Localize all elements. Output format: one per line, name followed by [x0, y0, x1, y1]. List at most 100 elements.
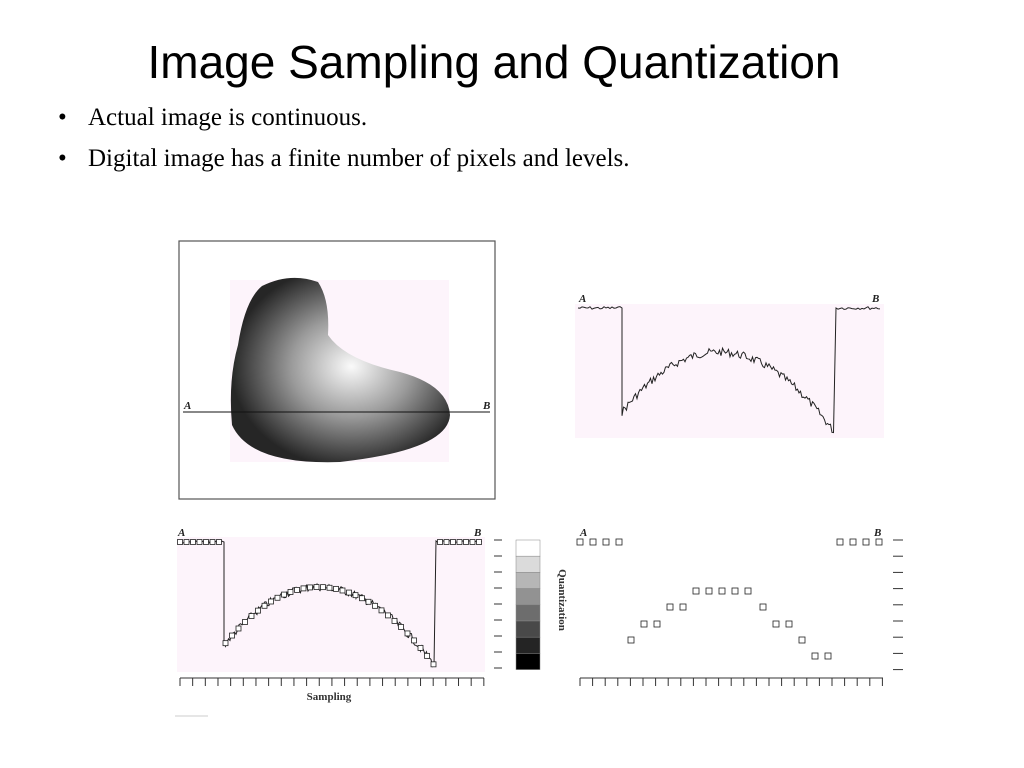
sample — [333, 585, 339, 592]
gray-scale — [515, 539, 541, 670]
sample — [281, 591, 287, 598]
quantized-sample — [666, 603, 674, 611]
quantization-label: Quantization — [556, 569, 568, 631]
sample — [450, 539, 456, 545]
gray-level — [515, 539, 541, 557]
sample — [242, 619, 248, 625]
sample — [248, 613, 255, 619]
gray-level — [515, 620, 541, 638]
sample — [411, 637, 417, 644]
label-b: B — [871, 293, 879, 305]
ticks — [179, 539, 502, 686]
sample — [352, 592, 359, 599]
sample — [209, 539, 216, 545]
sample — [177, 539, 183, 545]
label-a: A — [579, 527, 587, 539]
label-a: A — [177, 527, 185, 539]
bullet-text: Digital image has a finite number of pix… — [88, 145, 630, 172]
sample — [274, 594, 281, 601]
sample — [398, 624, 404, 630]
quantized-sample — [602, 538, 610, 546]
ticks — [579, 539, 903, 686]
slide-title: Image Sampling and Quantization — [148, 36, 841, 88]
intensity-profile — [577, 306, 881, 434]
sample — [307, 584, 313, 591]
quantized-sample — [798, 636, 806, 644]
label-a: A — [183, 400, 191, 412]
sample — [229, 632, 235, 639]
sample — [300, 585, 307, 592]
sample — [385, 612, 391, 619]
quantized-sample — [875, 538, 883, 546]
sample — [183, 539, 190, 545]
quantized-sample — [718, 587, 726, 595]
quantized-sample — [862, 538, 870, 546]
quantized-samples — [576, 538, 883, 660]
profile-background — [575, 304, 884, 438]
sample — [430, 661, 437, 668]
sample — [476, 539, 482, 545]
quantized-sample — [744, 587, 752, 595]
gray-level — [515, 555, 541, 573]
sample — [196, 539, 203, 545]
sampling-label: Sampling — [307, 691, 352, 703]
sample — [339, 587, 346, 594]
gray-level — [515, 636, 541, 654]
quantized-sample — [627, 636, 635, 644]
quantized-sample — [731, 587, 739, 595]
sample — [261, 602, 268, 609]
sample — [404, 630, 411, 637]
sample — [203, 539, 209, 545]
sample — [216, 539, 222, 545]
continuous-image — [230, 277, 450, 463]
quantized-sample — [811, 652, 819, 660]
sample — [346, 589, 352, 596]
sampled-background — [177, 537, 485, 672]
sample — [190, 539, 196, 545]
gray-level — [515, 604, 541, 622]
sample — [313, 584, 320, 590]
quantized-sample — [679, 603, 687, 611]
sample — [222, 640, 229, 647]
quantized-sample — [692, 587, 700, 595]
bullet-text: Actual image is continuous. — [88, 104, 367, 131]
sample — [417, 645, 424, 651]
sample — [287, 589, 294, 595]
sample — [320, 584, 326, 591]
bullet-dot: • — [58, 104, 67, 131]
quantized-sample — [576, 538, 584, 546]
bullet-dot: • — [58, 145, 67, 172]
quantized-sample — [836, 538, 844, 546]
sample — [372, 602, 378, 609]
quantized-sample — [772, 620, 780, 628]
sample — [255, 607, 261, 614]
label-b: B — [482, 400, 490, 412]
sample — [424, 652, 430, 659]
sample — [463, 539, 469, 545]
sample — [359, 595, 365, 602]
gray-level — [515, 588, 541, 606]
quantized-sample — [824, 652, 832, 660]
quantized-sample — [615, 538, 623, 546]
quantized-sample — [785, 620, 793, 628]
samples — [177, 539, 482, 668]
sample — [437, 539, 443, 545]
gray-level — [515, 653, 541, 670]
gray-level — [515, 572, 541, 589]
sample — [456, 539, 463, 545]
sample — [326, 584, 333, 591]
sample — [294, 586, 300, 593]
sample — [391, 618, 398, 624]
sample — [443, 539, 450, 545]
quantized-sample — [653, 620, 661, 628]
label-b: B — [873, 527, 881, 539]
quantized-sample — [849, 538, 857, 546]
quantized-sample — [759, 603, 767, 611]
quantized-sample — [589, 538, 597, 546]
sample — [378, 607, 385, 614]
sample — [268, 598, 274, 605]
quantized-sample — [705, 587, 713, 595]
sample — [365, 598, 372, 605]
label-b: B — [473, 527, 481, 539]
